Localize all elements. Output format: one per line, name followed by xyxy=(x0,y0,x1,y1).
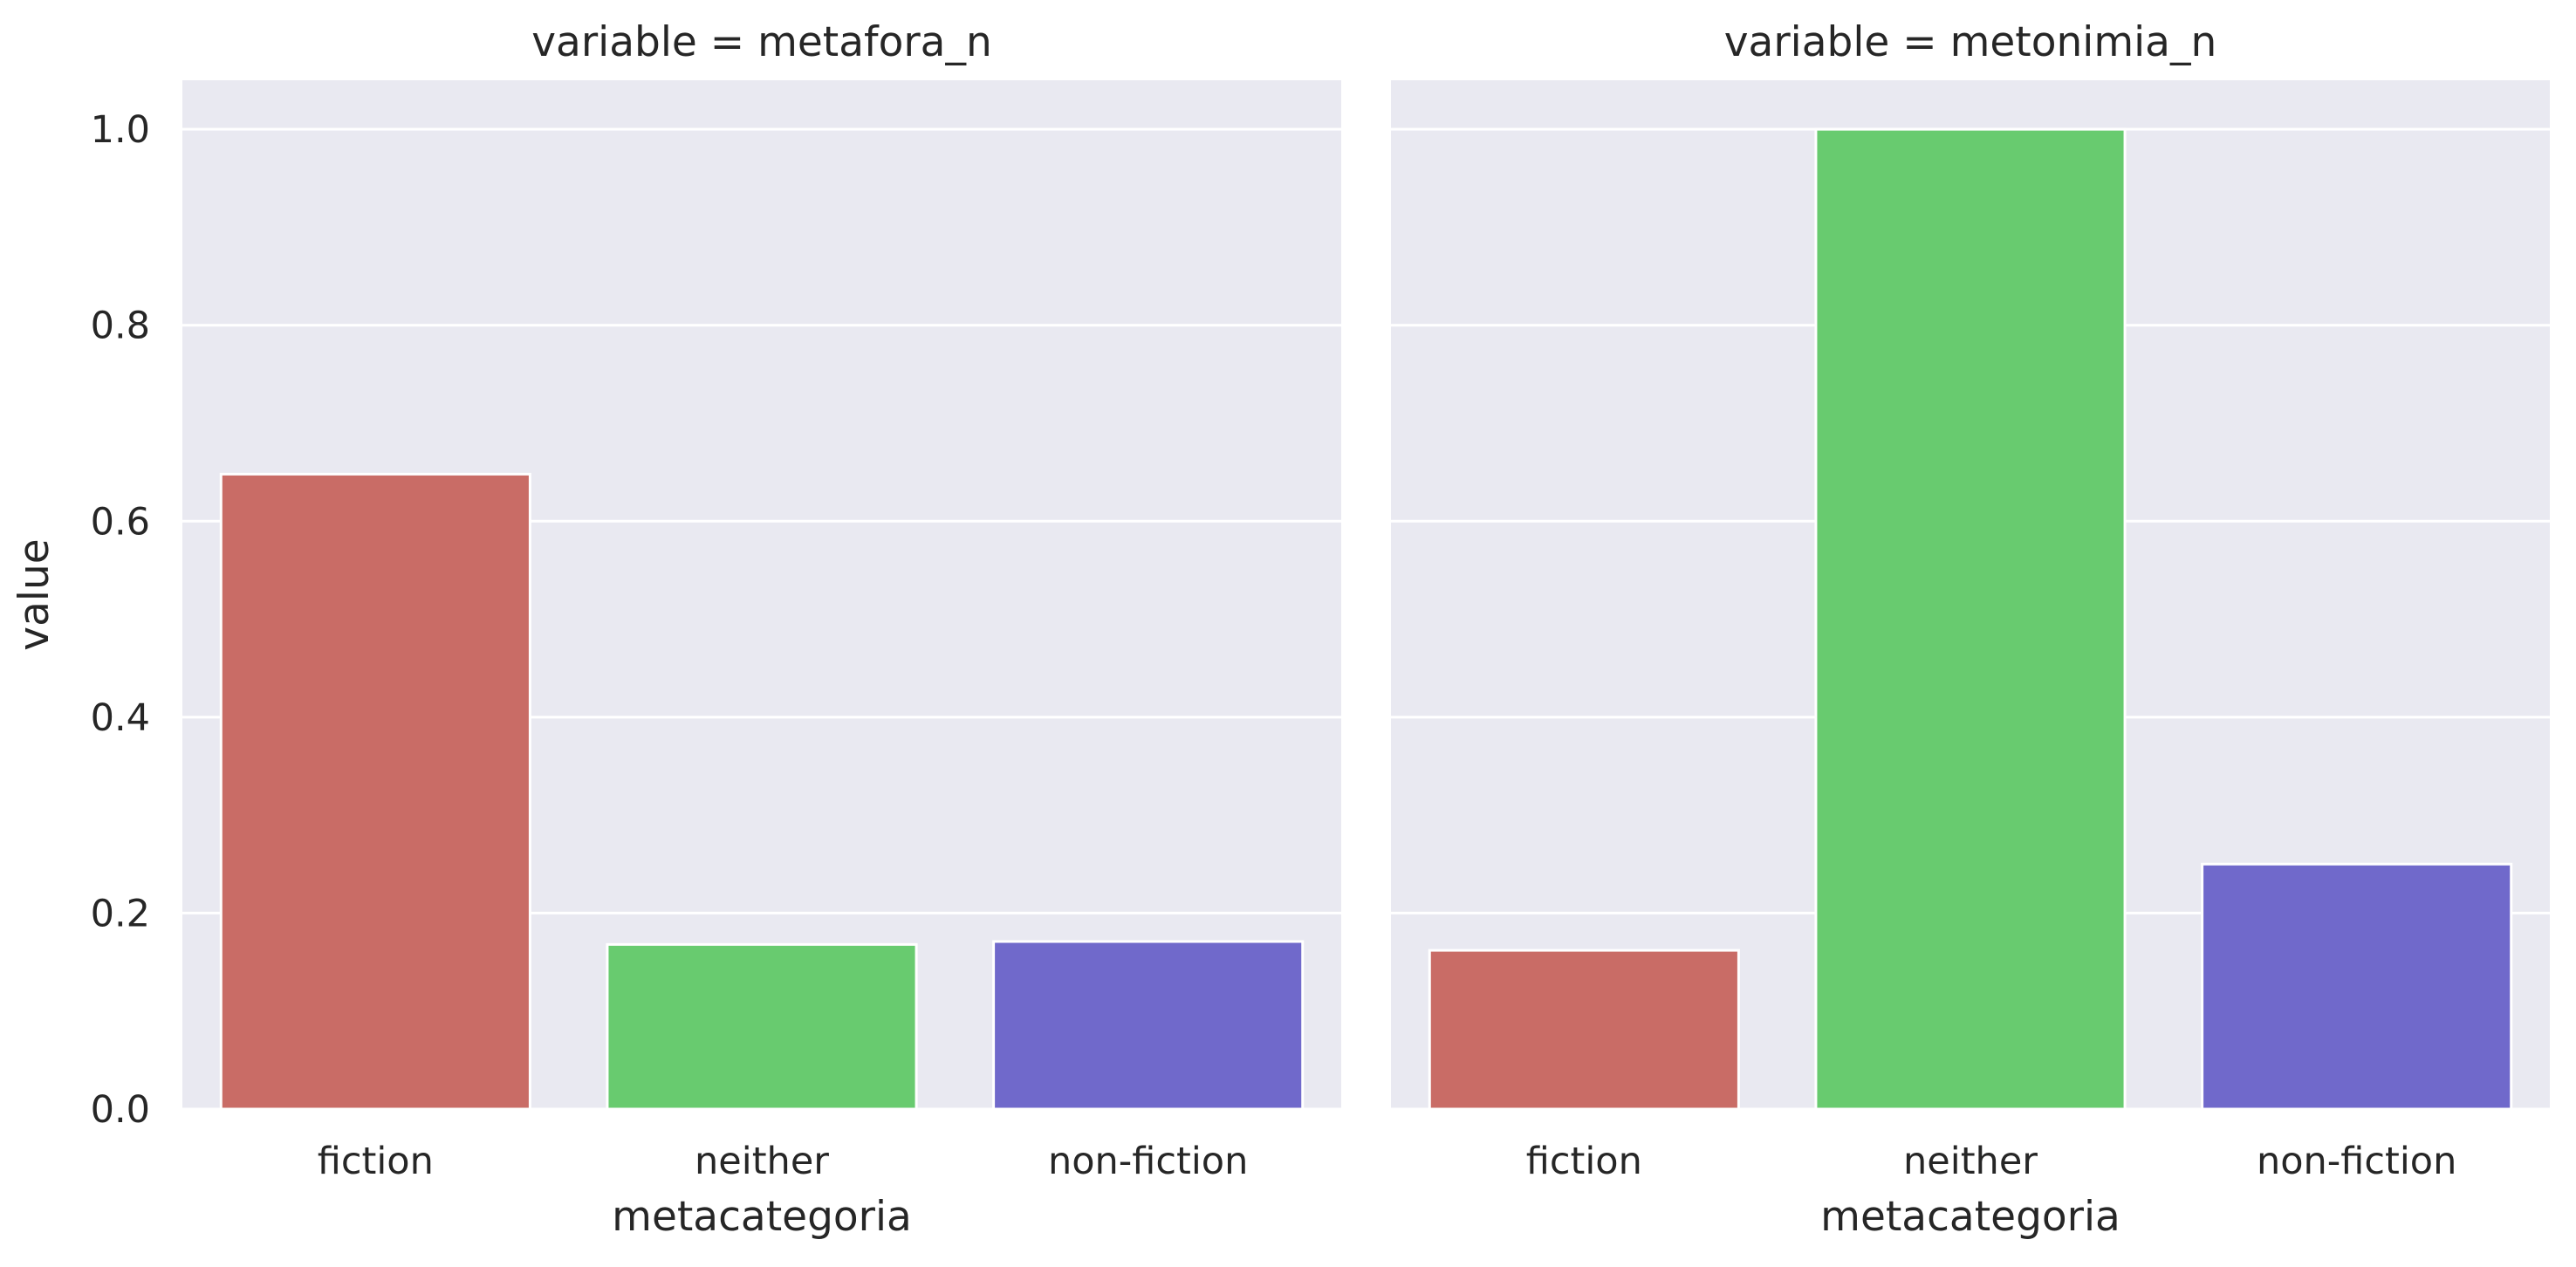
y-axis-label: value xyxy=(10,538,58,650)
y-tick-label: 0.8 xyxy=(91,305,150,348)
x-tick-label-fiction: fiction xyxy=(1526,1140,1642,1183)
x-tick-label-neither: neither xyxy=(1903,1140,2038,1183)
bar-neither xyxy=(1814,127,2127,1111)
bar-fiction xyxy=(219,472,531,1111)
y-tick-label: 0.6 xyxy=(91,500,150,544)
facet-title-1: variable = metafora_n xyxy=(531,18,992,66)
x-tick-label-non-fiction: non-fiction xyxy=(2257,1140,2456,1183)
x-tick-label-non-fiction: non-fiction xyxy=(1048,1140,1248,1183)
x-axis-label-1: metacategoria xyxy=(612,1193,912,1241)
y-tick-label: 0.0 xyxy=(91,1088,150,1132)
x-axis-label-2: metacategoria xyxy=(1820,1193,2120,1241)
bar-non-fiction xyxy=(2201,862,2513,1111)
bar-fiction xyxy=(1428,949,1740,1111)
x-tick-label-neither: neither xyxy=(695,1140,829,1183)
bar-non-fiction xyxy=(992,940,1305,1111)
facet-title-2: variable = metonimia_n xyxy=(1724,18,2217,66)
y-tick-label: 0.2 xyxy=(91,892,150,935)
bar-neither xyxy=(606,942,918,1111)
y-tick-label: 1.0 xyxy=(91,108,150,152)
x-tick-label-fiction: fiction xyxy=(318,1140,434,1183)
y-tick-label: 0.4 xyxy=(91,696,150,740)
